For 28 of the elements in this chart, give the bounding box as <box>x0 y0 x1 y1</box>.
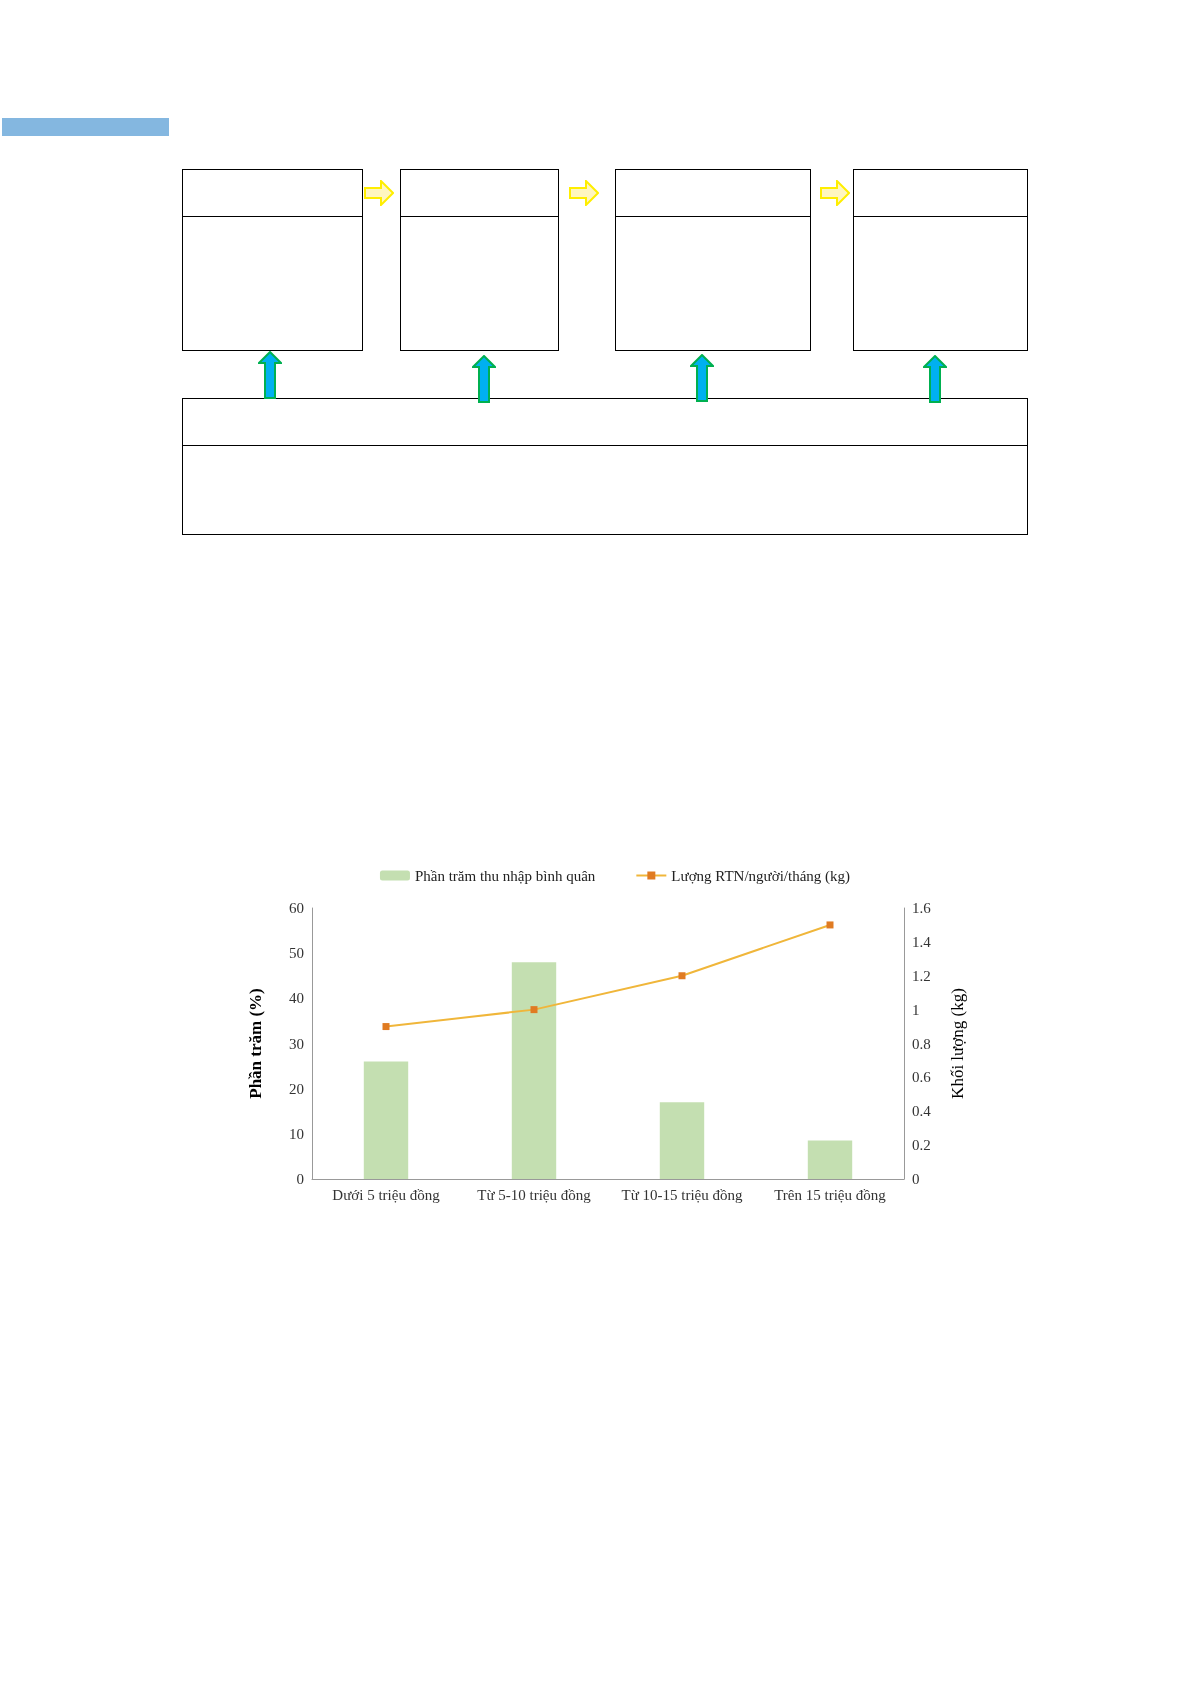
bar <box>363 1061 409 1179</box>
y2-tick-label: 0.2 <box>912 1137 931 1154</box>
legend-label: Lượng RTN/người/tháng (kg) <box>671 867 851 885</box>
y-tick-label: 0 <box>296 1171 304 1187</box>
x-tick-label: Từ 5-10 triệu đồng <box>477 1186 592 1203</box>
bar <box>807 1140 853 1179</box>
y-axis-title: Phần trăm (%) <box>246 988 265 1099</box>
y-tick-label: 30 <box>289 1035 304 1052</box>
y2-tick-label: 0 <box>912 1171 920 1187</box>
x-tick-label: Dưới 5 triệu đồng <box>332 1186 441 1203</box>
y2-tick-label: 0.8 <box>912 1035 931 1052</box>
x-tick-label: Từ 10-15 triệu đồng <box>621 1186 744 1203</box>
bar <box>659 1102 705 1179</box>
y2-tick-label: 0.6 <box>912 1069 932 1086</box>
y2-tick-label: 1.2 <box>912 967 931 984</box>
y-tick-label: 60 <box>289 900 304 916</box>
legend-label: Phần trăm thu nhập bình quân <box>414 867 596 884</box>
bar <box>511 962 557 1179</box>
y2-tick-label: 0.4 <box>912 1103 932 1120</box>
x-tick-label: Trên 15 triệu đồng <box>774 1186 887 1203</box>
y2-tick-label: 1.4 <box>912 933 932 950</box>
y-tick-label: 50 <box>289 945 304 962</box>
y-tick-label: 10 <box>289 1125 304 1142</box>
y2-tick-label: 1.6 <box>912 900 932 916</box>
y-tick-label: 20 <box>289 1080 304 1097</box>
y-tick-label: 40 <box>289 990 304 1007</box>
y2-axis-title: Khối lượng (kg) <box>948 988 967 1099</box>
y2-tick-label: 1 <box>912 1001 920 1018</box>
